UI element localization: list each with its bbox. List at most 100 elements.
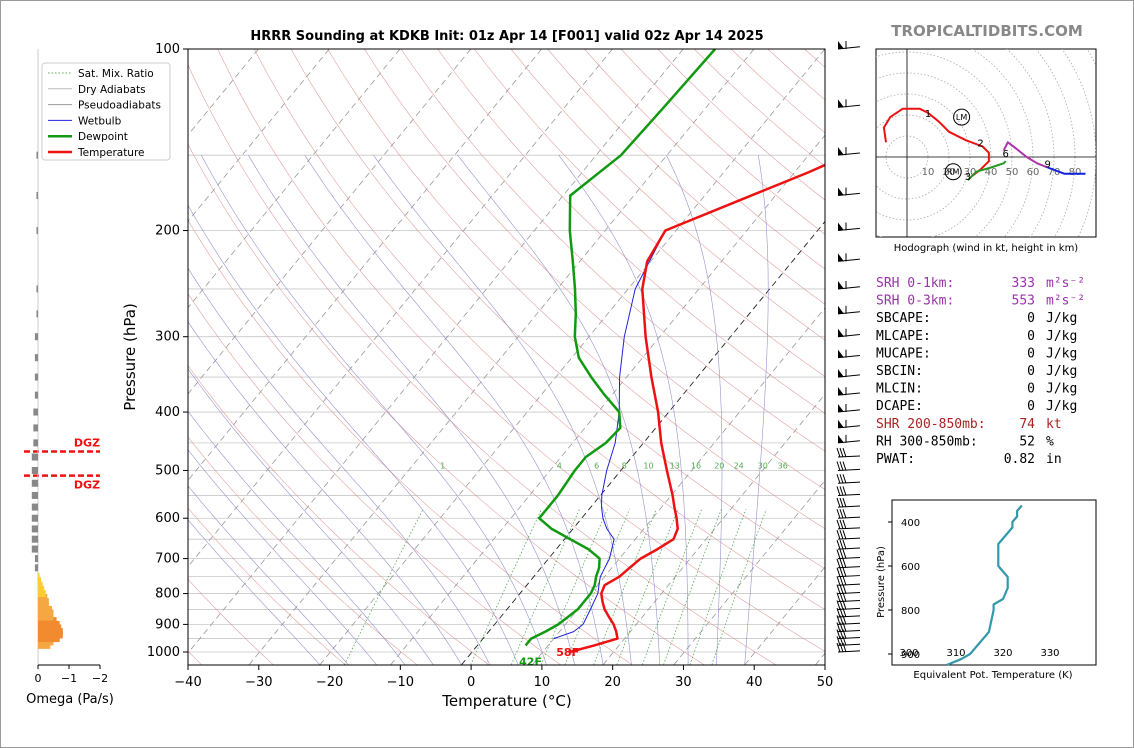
barb-tick	[842, 539, 847, 550]
barb-tick	[842, 497, 847, 508]
omega-bar	[38, 641, 51, 649]
barb-tick	[836, 461, 841, 471]
legend-item: Dewpoint	[78, 131, 128, 143]
barb-tick	[836, 600, 841, 610]
barb-tick	[842, 447, 847, 458]
x-tick-label: −20	[316, 675, 343, 690]
moist-adiabat	[188, 485, 349, 665]
omega-bar	[36, 310, 38, 318]
y-tick-label: 500	[155, 463, 180, 478]
dry-adiabat	[474, 49, 825, 377]
dry-adiabat	[188, 219, 633, 665]
hodo-ring-label: 10	[922, 167, 935, 178]
mix-ratio-label: 8	[622, 461, 627, 470]
barb-tick	[836, 519, 841, 530]
isotherm	[248, 49, 755, 665]
chart-title: HRRR Sounding at KDKB Init: 01z Apr 14 […	[250, 29, 763, 44]
barb-flag	[838, 387, 844, 396]
moist-adiabat	[457, 155, 661, 665]
legend-box	[41, 62, 171, 161]
omega-bar	[38, 609, 54, 617]
x-tick-label: 30	[675, 675, 692, 690]
omega-bar	[34, 555, 38, 563]
omega-bar	[36, 285, 38, 293]
barb-tick	[839, 615, 844, 625]
dry-adiabat	[188, 507, 346, 665]
param-unit: J/kg	[1046, 364, 1077, 379]
isotherm	[319, 49, 825, 665]
hodo-ring-label: 20	[943, 167, 956, 178]
theta-e-x-tick: 300	[899, 648, 918, 659]
mix-ratio-line	[344, 509, 424, 665]
skewt-frame	[187, 48, 826, 666]
dry-adiabat	[188, 365, 489, 665]
omega-bar	[34, 391, 38, 399]
hodo-ring-label: 60	[1027, 167, 1040, 178]
isotherm	[532, 307, 825, 665]
theta-e-ylabel: Pressure (hPa)	[876, 546, 887, 618]
isotherm	[602, 393, 825, 665]
omega-xlabel: Omega (Pa/s)	[26, 692, 114, 707]
param-label: SBCIN:	[876, 364, 923, 379]
barb-tick	[839, 447, 844, 458]
barb-tick	[842, 622, 847, 632]
isotherm	[188, 49, 684, 654]
hodo-trace	[1002, 141, 1049, 169]
y-tick-label: 300	[155, 330, 180, 345]
dry-adiabat	[547, 49, 825, 305]
omega-bar	[38, 613, 54, 621]
barb-tick	[839, 567, 844, 577]
moist-adiabat	[188, 267, 491, 665]
hodograph-label: Hodograph (wind in kt, height in km)	[894, 243, 1079, 254]
barb-tick	[842, 629, 847, 639]
param-label: DCAPE:	[876, 399, 923, 414]
barb-tick	[836, 447, 841, 458]
moist-adiabat	[188, 321, 462, 665]
param-unit: J/kg	[1046, 311, 1077, 326]
mix-ratio-label: 30	[758, 461, 768, 470]
barb-staff	[837, 575, 860, 578]
theta-e-line	[946, 504, 1023, 667]
omega-bar	[38, 605, 52, 613]
barb-tick	[836, 474, 841, 484]
omega-bar	[33, 439, 38, 447]
omega-bar	[38, 617, 57, 625]
barb-tick	[839, 622, 844, 632]
omega-bar	[31, 514, 38, 522]
barb-flag	[838, 328, 844, 337]
mix-ratio-label: 4	[557, 461, 562, 470]
omega-bar	[38, 601, 49, 609]
param-label: SHR 200-850mb:	[876, 417, 986, 432]
omega-bar	[31, 545, 38, 553]
barb-staff	[837, 591, 860, 595]
omega-bar	[38, 635, 60, 643]
barb-tick	[836, 592, 841, 602]
param-value: 553	[1012, 294, 1035, 309]
x-tick-label: −10	[387, 675, 414, 690]
x-tick-label: −30	[245, 675, 272, 690]
barb-tick	[839, 584, 844, 594]
wind-barbs	[836, 41, 860, 653]
barb-tick	[842, 607, 847, 618]
barb-staff	[837, 527, 860, 530]
barb-tick	[842, 486, 847, 496]
theta-e-plot: 300 310 320 330 400 600 800 900 Equivalent Pot.…	[876, 499, 1097, 681]
omega-bar	[38, 581, 43, 589]
barb-tick	[836, 558, 841, 568]
skewt-ylabel: Pressure (hPa)	[121, 303, 139, 411]
barb-staff	[837, 468, 860, 471]
x-tick-label: 10	[534, 675, 551, 690]
barb-tick	[839, 549, 844, 559]
barb-tick	[836, 497, 841, 508]
mix-ratio-label: 36	[778, 461, 788, 470]
param-unit: m²s⁻²	[1046, 294, 1085, 309]
barb-tick	[839, 642, 844, 653]
barb-tick	[842, 584, 847, 594]
param-label: MLCAPE:	[876, 329, 931, 344]
barb-tick	[839, 592, 844, 602]
x-tick-label: 40	[746, 675, 763, 690]
mix-ratio-line	[641, 509, 702, 665]
barb-staff	[837, 556, 860, 560]
omega-bar	[31, 525, 38, 533]
mix-ratio-label: 6	[594, 461, 599, 470]
